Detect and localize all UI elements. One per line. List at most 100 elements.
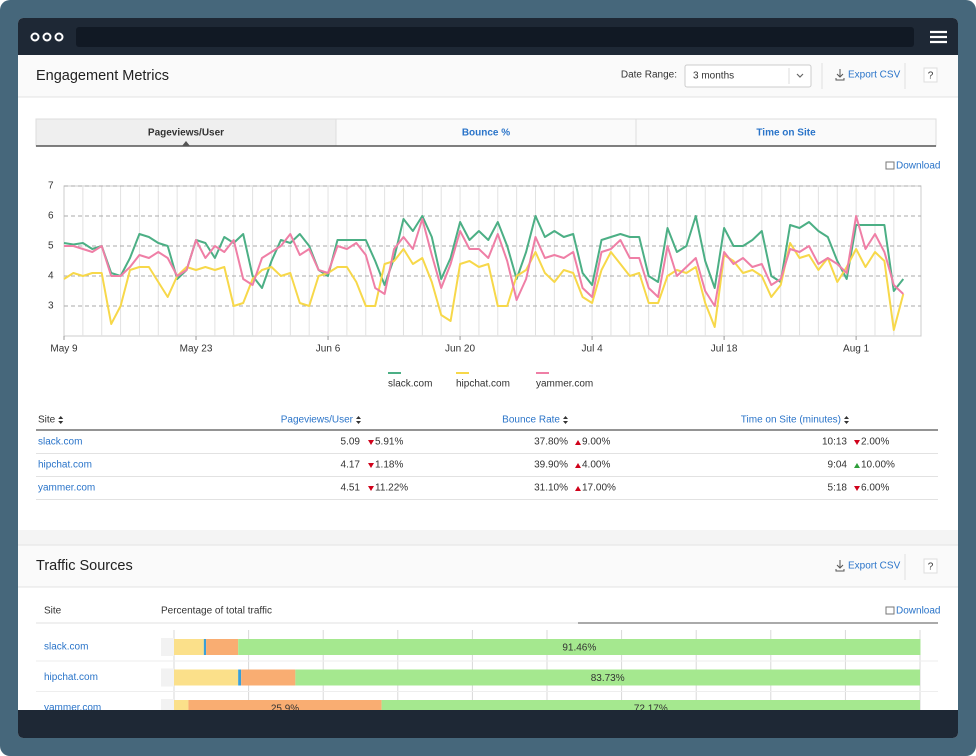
sort-icon[interactable] <box>58 416 64 424</box>
bar-track <box>161 638 174 656</box>
x-tick-label: Jun 20 <box>445 344 475 355</box>
change-arrow <box>575 463 581 468</box>
legend-label: yammer.com <box>536 379 593 390</box>
help: ? <box>928 71 934 82</box>
cell: 9:04 <box>828 460 848 471</box>
x-tick-label: May 23 <box>180 344 213 355</box>
help-box[interactable] <box>923 67 938 83</box>
cell: 4.51 <box>341 483 361 494</box>
x-tick-label: May 9 <box>50 344 78 355</box>
change-arrow <box>575 486 581 491</box>
bottom-bar <box>18 710 958 738</box>
tab-pointer <box>182 141 190 146</box>
cell: 5.09 <box>341 437 361 448</box>
download-icon <box>885 606 895 615</box>
tab[interactable]: Bounce % <box>462 128 510 139</box>
bar-segment <box>241 669 296 686</box>
y-tick-label: 4 <box>48 271 54 282</box>
series-line <box>64 215 904 307</box>
bar-segment <box>238 639 921 655</box>
y-tick-label: 5 <box>48 241 54 252</box>
change-value: 17.00% <box>582 483 616 494</box>
tab[interactable]: Pageviews/User <box>148 128 224 139</box>
date-range-label: Date Range: <box>621 70 677 81</box>
change-arrow <box>368 486 374 491</box>
column-header[interactable]: Site <box>38 415 56 426</box>
x-tick-label: Jun 6 <box>316 344 341 355</box>
sort-icon[interactable] <box>563 416 568 424</box>
bar-segment <box>238 669 242 686</box>
bar-segment <box>174 669 239 686</box>
change-arrow <box>854 463 860 468</box>
change-value: 2.00% <box>861 437 889 448</box>
legend-label: slack.com <box>388 379 432 390</box>
bar-segment <box>174 639 204 655</box>
x-tick-label: Jul 18 <box>711 344 738 355</box>
column-header: Percentage of total traffic <box>161 606 272 617</box>
menu-button[interactable] <box>930 30 947 44</box>
change-arrow <box>854 486 860 491</box>
sort-icon[interactable] <box>844 416 849 424</box>
content: Pageviews/User Bounce % Time on Site 3 4 5 6 7 M… <box>35 118 938 723</box>
cell: 4.17 <box>341 460 361 471</box>
y-tick-label: 3 <box>48 301 54 312</box>
plot-area <box>63 185 922 337</box>
change-value: 5.91% <box>375 437 403 448</box>
bar-segment <box>203 639 207 655</box>
bar-label: 72.17% <box>634 704 668 715</box>
change-value: 1.18% <box>375 460 403 471</box>
bar-label: 25.9% <box>271 704 299 715</box>
bar-label: 91.46% <box>562 643 596 654</box>
bar-segment <box>295 669 920 686</box>
export-csv[interactable]: Export CSV <box>848 561 901 572</box>
section-header <box>18 545 958 587</box>
cell: 39.90% <box>534 460 568 471</box>
legend-label: hipchat.com <box>456 379 510 390</box>
y-tick-label: 6 <box>48 211 54 222</box>
help: ? <box>928 562 934 573</box>
x-tick-label: Aug 1 <box>843 344 870 355</box>
download[interactable]: Download <box>896 161 940 172</box>
site-link[interactable]: yammer.com <box>38 483 95 494</box>
date-range-select[interactable] <box>684 64 812 88</box>
series-line <box>63 242 905 331</box>
help-box[interactable] <box>923 558 938 574</box>
column-header[interactable]: Pageviews/User <box>281 415 354 426</box>
export-icon <box>835 69 845 81</box>
change-value: 4.00% <box>582 460 610 471</box>
sort-icon[interactable] <box>356 416 361 424</box>
window-controls[interactable] <box>30 32 64 42</box>
change-value: 10.00% <box>861 460 895 471</box>
chevron <box>796 73 804 78</box>
site-link[interactable]: slack.com <box>38 437 82 448</box>
section-title: Engagement Metrics <box>36 68 169 84</box>
change-value: 11.22% <box>375 483 408 494</box>
change-arrow <box>368 463 374 468</box>
date-range-value: 3 months <box>693 71 734 82</box>
cell: 31.10% <box>534 483 568 494</box>
site-link[interactable]: yammer.com <box>44 703 101 714</box>
bar-label: 83.73% <box>591 673 625 684</box>
cell: 37.80% <box>534 437 568 448</box>
change-arrow <box>854 440 860 445</box>
cell: 10:13 <box>822 437 847 448</box>
section-gap <box>18 530 958 545</box>
address-bar[interactable] <box>76 27 914 47</box>
site-link[interactable]: hipchat.com <box>38 460 92 471</box>
column-header: Site <box>44 606 62 617</box>
column-header[interactable]: Time on Site (minutes) <box>741 415 841 426</box>
change-arrow <box>575 440 581 445</box>
series-line <box>63 215 905 292</box>
bar-segment <box>206 639 239 655</box>
cell: 5:18 <box>828 483 848 494</box>
tab[interactable]: Time on Site <box>756 128 816 139</box>
download[interactable]: Download <box>896 606 940 617</box>
x-tick-label: Jul 4 <box>582 344 604 355</box>
change-value: 9.00% <box>582 437 610 448</box>
column-header[interactable]: Bounce Rate <box>502 415 560 426</box>
y-tick-label: 7 <box>48 181 54 192</box>
export-csv[interactable]: Export CSV <box>848 70 901 81</box>
site-link[interactable]: hipchat.com <box>44 672 98 683</box>
site-link[interactable]: slack.com <box>44 642 88 653</box>
